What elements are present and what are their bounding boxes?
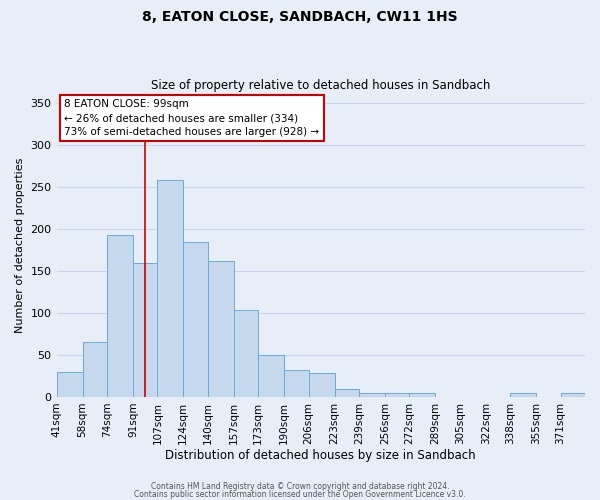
Bar (234, 310, 258, 397)
Bar (560, 393, 585, 397)
Bar (385, 393, 409, 397)
X-axis label: Distribution of detached houses by size in Sandbach: Distribution of detached houses by size … (166, 450, 476, 462)
Bar (284, 370, 308, 397)
Bar (258, 355, 284, 397)
Y-axis label: Number of detached properties: Number of detached properties (15, 158, 25, 334)
Text: 8, EATON CLOSE, SANDBACH, CW11 1HS: 8, EATON CLOSE, SANDBACH, CW11 1HS (142, 10, 458, 24)
Text: Contains public sector information licensed under the Open Government Licence v3: Contains public sector information licen… (134, 490, 466, 499)
Bar (184, 242, 208, 397)
Bar (308, 374, 335, 397)
Bar (107, 235, 133, 397)
Bar (208, 261, 234, 397)
Bar (157, 180, 184, 397)
Text: Contains HM Land Registry data © Crown copyright and database right 2024.: Contains HM Land Registry data © Crown c… (151, 482, 449, 491)
Bar (409, 393, 436, 397)
Bar (83, 342, 107, 397)
Bar (56, 372, 83, 397)
Bar (510, 393, 536, 397)
Bar (133, 262, 157, 397)
Bar (335, 388, 359, 397)
Text: 8 EATON CLOSE: 99sqm
← 26% of detached houses are smaller (334)
73% of semi-deta: 8 EATON CLOSE: 99sqm ← 26% of detached h… (64, 99, 320, 137)
Title: Size of property relative to detached houses in Sandbach: Size of property relative to detached ho… (151, 79, 490, 92)
Bar (359, 393, 385, 397)
